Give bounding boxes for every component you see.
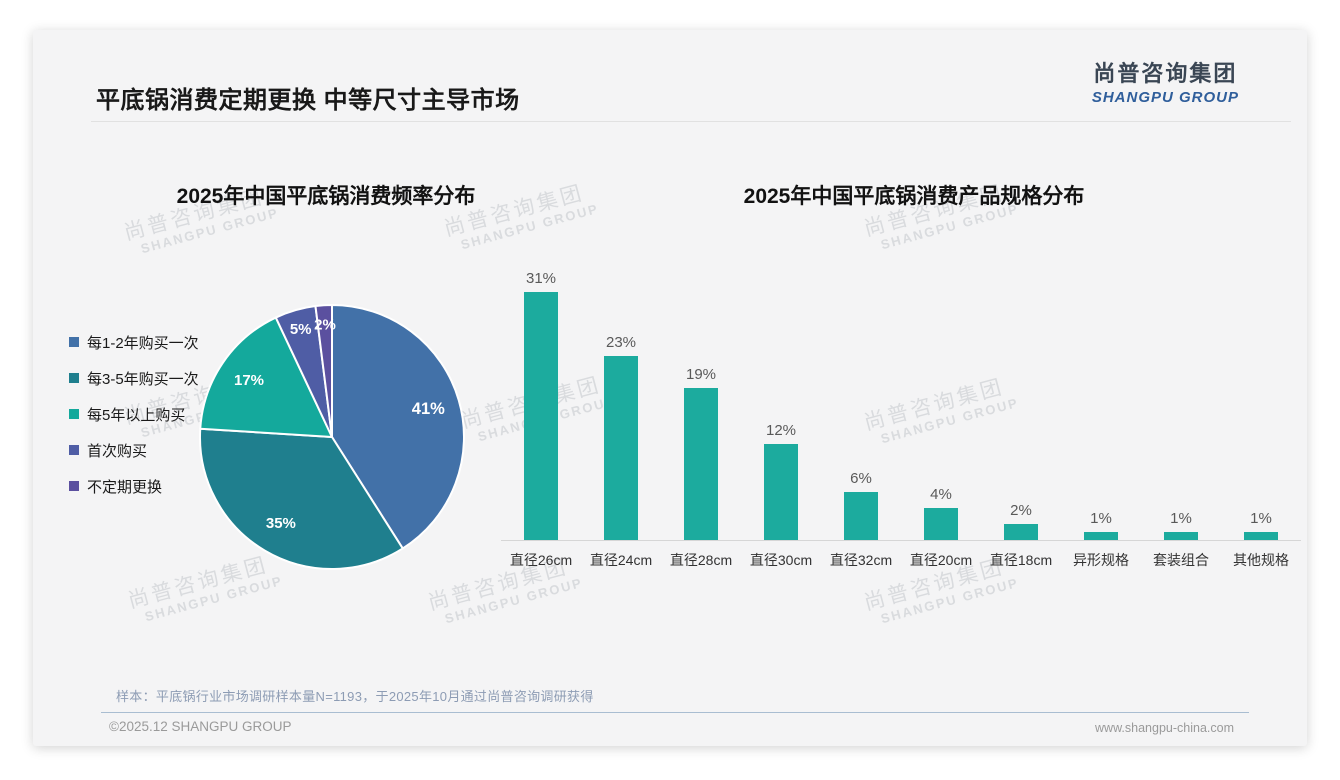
bar-category-label: 直径20cm [909,552,973,568]
bar [524,292,558,540]
pie-chart-svg: 41% 35% 17% 5% 2% [199,304,465,570]
bar-category-label: 异形规格 [1073,552,1129,568]
x-axis-labels: 直径26cm 直径24cm 直径28cm 直径30cm 直径32cm 直径20cm 直径18… [501,541,1301,570]
pie-data-label: 2% [314,317,336,334]
footer-divider [101,712,1249,713]
bar-value-label: 31% [525,270,557,287]
legend-marker-icon [69,337,79,347]
bar-category-label: 直径30cm [749,552,813,568]
bar-column: 1% [1221,510,1301,540]
legend-marker-icon [69,481,79,491]
legend-label: 每1-2年购买一次 [87,334,199,352]
pie-data-label: 41% [412,400,445,418]
pie-data-label: 5% [290,321,312,338]
bar-column: 6% [821,470,901,540]
bar-column: 4% [901,486,981,540]
bar [1164,532,1198,540]
bar-column: 12% [741,422,821,540]
title-divider [91,121,1291,122]
legend-label: 每5年以上购买 [87,406,186,424]
bar-value-label: 6% [850,470,872,487]
bar-category-label: 直径32cm [829,552,893,568]
bar [1004,524,1038,540]
bar-category-label: 直径26cm [509,552,573,568]
bar-category-label: 其他规格 [1233,552,1289,568]
legend-label: 每3-5年购买一次 [87,370,199,388]
legend-item: 首次购买 [69,439,199,461]
bar-value-label: 1% [1170,510,1192,527]
legend-item: 每1-2年购买一次 [69,331,199,353]
legend-marker-icon [69,409,79,419]
bar-column: 19% [661,366,741,540]
website-url: www.shangpu-china.com [1095,721,1234,735]
legend-marker-icon [69,373,79,383]
legend-item: 每5年以上购买 [69,403,199,425]
x-axis-line [501,540,1301,541]
bar-value-label: 23% [605,334,637,351]
slide-card: 尚普咨询集团 SHANGPU GROUP 尚普咨询集团 SHANGPU GROUP 尚普… [33,30,1307,746]
bar [924,508,958,540]
legend-marker-icon [69,445,79,455]
bar-column: 1% [1061,510,1141,540]
bar [1084,532,1118,540]
bar-value-label: 2% [1010,502,1032,519]
pie-data-label: 35% [266,515,296,532]
bar-value-label: 1% [1250,510,1272,527]
brand-logo-cn: 尚普咨询集团 [1093,61,1238,86]
bar-value-label: 12% [765,422,797,439]
bar-column: 2% [981,502,1061,540]
page-title: 平底锅消费定期更换 中等尺寸主导市场 [96,87,520,114]
legend-item: 每3-5年购买一次 [69,367,199,389]
pie-chart-title: 2025年中国平底锅消费频率分布 [176,185,476,208]
legend-label: 不定期更换 [87,478,163,496]
bar [844,492,878,540]
bar-column: 31% [501,270,581,540]
pie-slice [199,427,404,570]
bar-value-label: 19% [685,366,717,383]
brand-logo: 尚普咨询集团 SHANGPU GROUP [1092,56,1239,106]
legend-item: 不定期更换 [69,475,199,497]
copyright-text: ©2025.12 SHANGPU GROUP [109,719,292,734]
bar-category-label: 套装组合 [1153,552,1209,568]
bar-column: 1% [1141,510,1221,540]
bar-value-label: 1% [1090,510,1112,527]
legend-label: 首次购买 [87,442,148,460]
pie-slice [314,304,333,438]
bar-category-label: 直径28cm [669,552,733,568]
bar-category-label: 直径18cm [989,552,1053,568]
pie-legend: 每1-2年购买一次 每3-5年购买一次 每5年以上购买 首次购买不定期更换 [69,331,199,497]
bar-plot-area: 31% 23% 19% 12% 6% 4% 2% 1% 1% 1% [501,270,1301,540]
bar-value-label: 4% [930,486,952,503]
pie-slice [199,316,333,438]
bar-chart: 31% 23% 19% 12% 6% 4% 2% 1% 1% 1% 直径26cm 直径24cm 直径2… [501,270,1301,570]
bar [684,388,718,540]
source-note: 样本：平底锅行业市场调研样本量N=1193，于2025年10月通过尚普咨询调研获… [116,689,594,704]
bar-chart-title: 2025年中国平底锅消费产品规格分布 [743,185,1085,208]
bar-category-label: 直径24cm [589,552,653,568]
brand-logo-en: SHANGPU GROUP [1091,89,1239,106]
bar [1244,532,1278,540]
pie-data-label: 17% [234,372,264,389]
bar [604,356,638,540]
bar-column: 23% [581,334,661,540]
pie-chart: 41% 35% 17% 5% 2% [182,287,482,587]
bar [764,444,798,540]
